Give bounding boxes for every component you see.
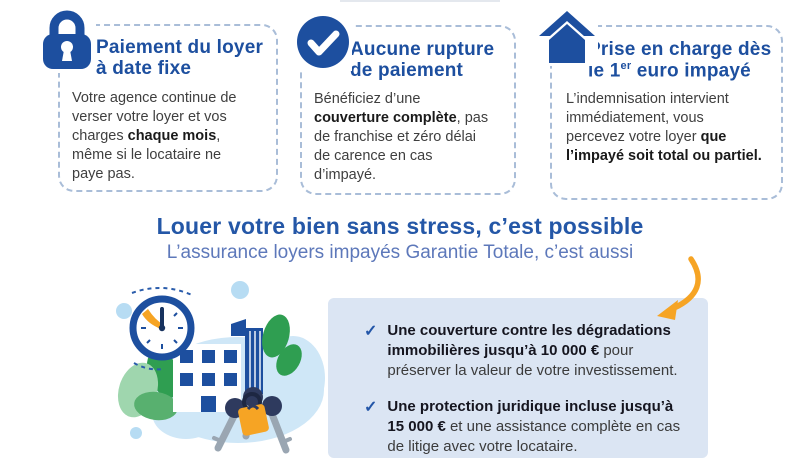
bullet-text: Une couverture contre les dégradations i…	[387, 321, 686, 380]
foliage-left	[117, 350, 182, 421]
card-body-bold: chaque mois	[127, 127, 217, 144]
check-icon: ✓	[364, 323, 378, 340]
info-panel: ✓ Une couverture contre les dégradations…	[328, 298, 708, 458]
bullet-item-legal-protection: ✓ Une protection juridique incluse jusqu…	[364, 380, 686, 456]
bullet-rest: pour préserver la valeur de votre invest…	[387, 341, 678, 379]
house-icon	[536, 8, 598, 66]
bullet-bold: Une protection juridique incluse jusqu’à…	[387, 398, 674, 436]
card-body-text: , pas de franchise et zéro délai de care…	[314, 109, 489, 184]
card-body: Votre agence continue de verser votre lo…	[72, 89, 240, 185]
headline: Louer votre bien sans stress, c’est poss…	[156, 213, 644, 239]
card-body-text: Votre agence continue de verser votre lo…	[72, 89, 237, 144]
keys-graphic	[212, 387, 292, 454]
card-body-text: Bénéficiez d’une	[314, 90, 421, 107]
bullet-bold: Une couverture contre les dégradations i…	[387, 322, 671, 359]
cropped-top-edge	[340, 0, 500, 2]
bullet-item-degradations: ✓ Une couverture contre les dégradations…	[364, 298, 686, 380]
card-title-text: Paiement du loyer à date fixe	[96, 37, 264, 80]
card-body: Bénéficiez d’une couverture complète, pa…	[314, 90, 492, 186]
card-body-text: , même si le locataire ne paye pas.	[72, 127, 222, 183]
card-body-bold: couverture complète	[314, 109, 457, 126]
curved-arrow-icon	[657, 256, 701, 320]
card-title: Paiement du loyer à date fixe	[96, 37, 268, 80]
card-body-text: L’indemnisation intervient immédiatement…	[566, 90, 729, 146]
lock-icon	[38, 7, 96, 73]
check-circle-icon	[294, 13, 352, 71]
card-body: L’indemnisation intervient immédiatement…	[566, 90, 762, 167]
subheadline: L’assurance loyers impayés Garantie Tota…	[166, 242, 634, 263]
benefit-card-first-euro: Prise en charge dès le 1er euro impayé L…	[536, 8, 783, 200]
card-title: Aucune rupture de paiement	[350, 39, 502, 82]
card-title-superscript: er	[620, 60, 632, 73]
decor-dots	[116, 281, 249, 439]
bullet-text: Une protection juridique incluse jusqu’à…	[387, 397, 686, 456]
card-title-text: Aucune rupture de paiement	[350, 39, 495, 82]
benefit-card-no-payment-break: Aucune rupture de paiement Bénéficiez d’…	[294, 13, 516, 195]
bullet-rest: et une assistance complète en cas de lit…	[387, 418, 681, 455]
card-title-text: Prise en charge dès le 1	[588, 39, 772, 82]
card-body-bold: que l’impayé soit total ou partiel.	[566, 129, 762, 165]
clock-icon	[129, 287, 195, 371]
benefit-card-payment-fixed-date: Paiement du loyer à date fixe Votre agen…	[38, 7, 278, 192]
foliage-right	[262, 314, 302, 376]
check-icon: ✓	[364, 399, 378, 417]
card-title: Prise en charge dès le 1er euro impayé	[588, 39, 780, 82]
building-clock-keys-illustration	[116, 281, 325, 454]
card-title-text: euro impayé	[631, 60, 751, 82]
